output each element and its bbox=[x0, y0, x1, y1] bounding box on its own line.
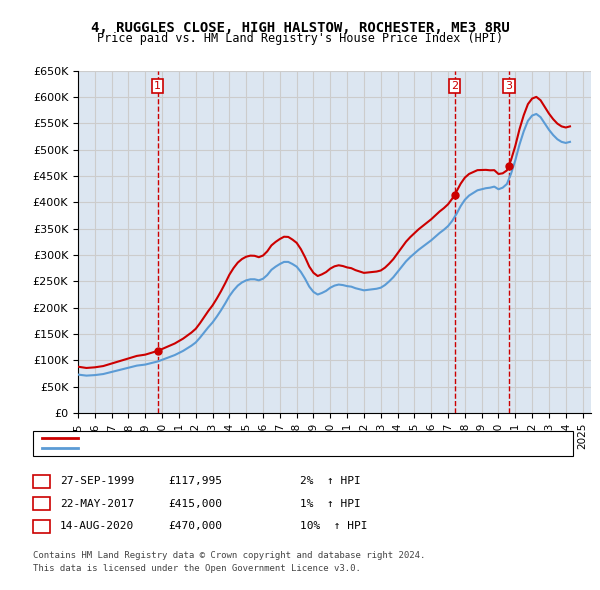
Text: 2: 2 bbox=[38, 499, 45, 509]
Text: 1: 1 bbox=[154, 81, 161, 91]
Text: 1%  ↑ HPI: 1% ↑ HPI bbox=[300, 499, 361, 509]
Text: Contains HM Land Registry data © Crown copyright and database right 2024.: Contains HM Land Registry data © Crown c… bbox=[33, 551, 425, 560]
Text: £117,995: £117,995 bbox=[168, 477, 222, 486]
Text: 22-MAY-2017: 22-MAY-2017 bbox=[60, 499, 134, 509]
Text: 1: 1 bbox=[38, 477, 45, 486]
Text: 14-AUG-2020: 14-AUG-2020 bbox=[60, 522, 134, 531]
Text: This data is licensed under the Open Government Licence v3.0.: This data is licensed under the Open Gov… bbox=[33, 564, 361, 573]
Text: £470,000: £470,000 bbox=[168, 522, 222, 531]
Text: Price paid vs. HM Land Registry's House Price Index (HPI): Price paid vs. HM Land Registry's House … bbox=[97, 32, 503, 45]
Text: 4, RUGGLES CLOSE, HIGH HALSTOW, ROCHESTER, ME3 8RU: 4, RUGGLES CLOSE, HIGH HALSTOW, ROCHESTE… bbox=[91, 21, 509, 35]
Text: HPI: Average price, detached house, Medway: HPI: Average price, detached house, Medw… bbox=[81, 444, 328, 453]
Text: 27-SEP-1999: 27-SEP-1999 bbox=[60, 477, 134, 486]
Text: 3: 3 bbox=[38, 522, 45, 531]
Text: 2%  ↑ HPI: 2% ↑ HPI bbox=[300, 477, 361, 486]
Text: 10%  ↑ HPI: 10% ↑ HPI bbox=[300, 522, 367, 531]
Text: 3: 3 bbox=[505, 81, 512, 91]
Text: 2: 2 bbox=[451, 81, 458, 91]
Text: 4, RUGGLES CLOSE, HIGH HALSTOW, ROCHESTER,  ME3 8RU (detached house): 4, RUGGLES CLOSE, HIGH HALSTOW, ROCHESTE… bbox=[81, 433, 481, 442]
Text: £415,000: £415,000 bbox=[168, 499, 222, 509]
